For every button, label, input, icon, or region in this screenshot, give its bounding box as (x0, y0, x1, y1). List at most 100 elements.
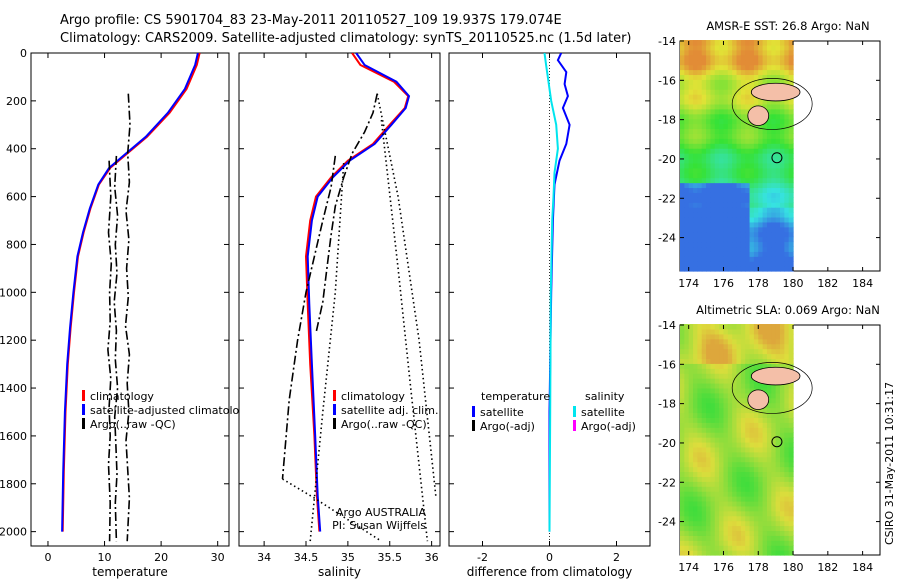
series-line-argo-raw-qc- (380, 119, 429, 542)
x-tick-label: 10 (98, 551, 112, 564)
island-shape (747, 105, 770, 126)
y-tick-label: 1800 (0, 478, 27, 491)
x-tick-label: 0 (44, 551, 51, 564)
x-tick-label: 180 (783, 277, 804, 290)
legend-entry: climatology (341, 390, 405, 403)
y-tick-label: 1400 (0, 382, 27, 395)
timestamp-vertical: CSIRO 31-May-2011 10:31:17 (883, 382, 896, 545)
x-axis-label: temperature (92, 565, 167, 579)
x-tick-label: 178 (748, 277, 769, 290)
y-tick-label: -16 (658, 358, 676, 371)
y-tick-label: 2000 (0, 526, 27, 539)
x-tick-label: -2 (477, 551, 488, 564)
y-tick-label: -24 (658, 516, 676, 529)
series-group (543, 53, 571, 532)
float-owner-annotation: PI: Susan Wijffels (332, 519, 426, 532)
series-line-argo-raw-qc- (107, 160, 113, 542)
x-tick-label: 0 (546, 551, 553, 564)
legend-swatch (82, 404, 85, 415)
island-shape (750, 82, 801, 102)
series-line-argo-raw-qc- (282, 478, 382, 542)
profile-panel-temperature: 0 10 20 30 0 200 400 600 800 1000 1200 1400 1600 1800… (0, 47, 253, 579)
legend-swatch (573, 406, 576, 417)
reef-contour (731, 78, 813, 130)
x-tick-label: 35.5 (378, 551, 403, 564)
x-axis-label: difference from climatology (467, 565, 633, 579)
float-position-marker (771, 436, 783, 448)
y-tick-label: 800 (6, 238, 27, 251)
map-panel-sst: 174 176 178 180 182 184 -14 -16 -18 -20 -22 -24 AMSR… (658, 19, 881, 290)
header-line-1: Argo profile: CS 5901704_83 23-May-2011 … (60, 13, 562, 28)
float-owner-annotation: Argo AUSTRALIA (336, 506, 426, 519)
x-tick-label: 184 (852, 561, 873, 574)
x-tick-label: 34 (257, 551, 271, 564)
y-tick-label: 1000 (0, 286, 27, 299)
legend-entry: Argo(-adj) (480, 420, 535, 433)
legend-entry: satellite (581, 406, 625, 419)
x-tick-label: 34.5 (294, 551, 319, 564)
map-title: AMSR-E SST: 26.8 Argo: NaN (706, 19, 869, 33)
x-tick-label: 184 (852, 277, 873, 290)
series-line-argo-raw-qc- (315, 93, 378, 334)
legend-entry: climatology (90, 390, 154, 403)
series-group (281, 53, 437, 542)
y-tick-label: 600 (6, 191, 27, 204)
y-tick-label: -14 (658, 35, 676, 48)
series-line-argo-raw-qc- (124, 93, 131, 542)
map-panel-sla: 174 176 178 180 182 184 -14 -16 -18 -20 -22 -24 Alti… (658, 303, 881, 574)
legend-swatch (573, 420, 576, 431)
legend-swatch (333, 390, 336, 401)
x-tick-label: 174 (678, 561, 699, 574)
series-line-argo-raw-qc- (281, 155, 337, 480)
reef-contour (731, 362, 813, 414)
x-axis-label: salinity (318, 565, 361, 579)
x-tick-label: 182 (817, 561, 838, 574)
legend-swatch (82, 390, 85, 401)
y-tick-label: -22 (658, 192, 676, 205)
x-tick-label: 30 (211, 551, 225, 564)
y-tick-label: -16 (658, 74, 676, 87)
y-tick-label: 400 (6, 143, 27, 156)
x-tick-label: 20 (154, 551, 168, 564)
legend-entry: Argo(..raw -QC) (341, 418, 427, 431)
y-tick-label: 1200 (0, 334, 27, 347)
y-tick-label: -20 (658, 437, 676, 450)
legend-swatch (472, 420, 475, 431)
map-field-sla (680, 324, 794, 556)
x-tick-label: 176 (713, 561, 734, 574)
x-tick-label: 176 (713, 277, 734, 290)
y-tick-label: -18 (658, 398, 676, 411)
profile-panel-salinity: 34 34.5 35 35.5 36 salinity climatologysatelli… (238, 52, 441, 579)
series-line-satellite-adjusted-climatology (61, 53, 199, 532)
legend-entry: satellite-adjusted climatology (90, 404, 253, 417)
x-tick-label: 35 (341, 551, 355, 564)
legend-entry: Argo(..raw -QC) (90, 418, 176, 431)
float-position-marker (771, 152, 783, 164)
legend-swatch (333, 404, 336, 415)
legend-swatch (472, 406, 475, 417)
series-line-climatology (304, 53, 410, 532)
x-tick-label: 182 (817, 277, 838, 290)
legend-swatch (82, 418, 85, 429)
x-tick-label: 174 (678, 277, 699, 290)
plot-frame (30, 52, 230, 547)
header-line-2: Climatology: CARS2009. Satellite-adjuste… (60, 31, 632, 46)
plot-frame (238, 52, 441, 547)
series-group (61, 53, 201, 542)
x-tick-label: 2 (613, 551, 620, 564)
y-tick-label: -14 (658, 319, 676, 332)
y-tick-label: -20 (658, 153, 676, 166)
y-tick-label: -22 (658, 476, 676, 489)
series-line-argo-raw-qc- (309, 163, 345, 542)
map-title: Altimetric SLA: 0.069 Argo: NaN (696, 303, 880, 317)
x-tick-label: 180 (783, 561, 804, 574)
legend-entry: satellite adj. clim. (341, 404, 438, 417)
legend-entry: satellite (480, 406, 524, 419)
map-field-sst (680, 40, 794, 272)
x-tick-label: 36 (425, 551, 439, 564)
y-tick-label: 0 (20, 47, 27, 60)
x-tick-label: 178 (748, 561, 769, 574)
y-tick-label: 200 (6, 95, 27, 108)
